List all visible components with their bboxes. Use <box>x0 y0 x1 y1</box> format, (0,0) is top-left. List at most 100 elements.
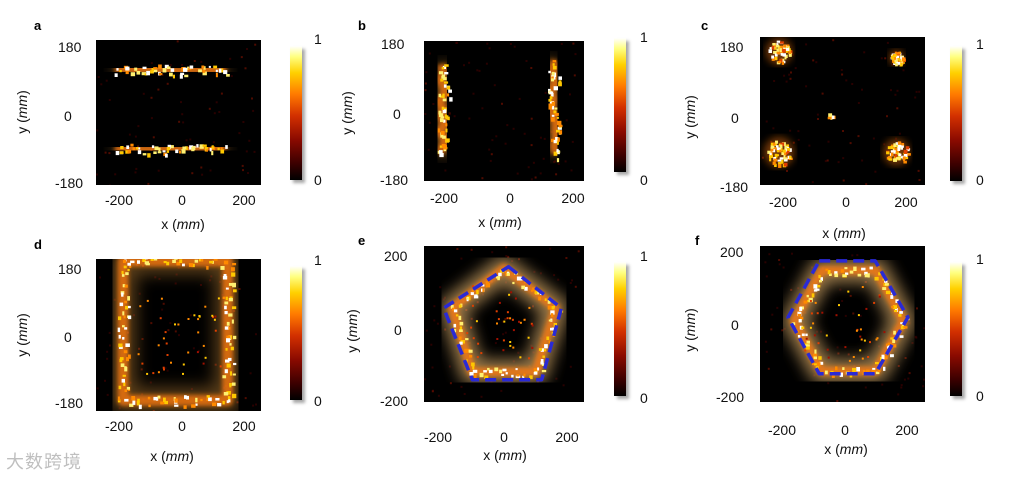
bright-ring-speckle <box>121 270 124 274</box>
bright-spot-3 <box>786 147 791 151</box>
bright-ring-speckle <box>824 370 828 375</box>
bright-ring-speckle <box>123 315 126 319</box>
noise-pixel <box>816 330 819 333</box>
bright-band-2-speckle <box>557 137 560 142</box>
bright-band-2-speckle <box>558 76 562 80</box>
bright-band-2-speckle <box>551 101 555 106</box>
noise-pixel <box>488 47 491 50</box>
bright-band-2-speckle <box>554 107 558 110</box>
bright-ring-speckle <box>176 261 181 266</box>
noise-pixel <box>189 314 192 317</box>
colorbar-max-f: 1 <box>976 251 984 267</box>
bright-ring-speckle <box>119 357 124 361</box>
bright-spot-3 <box>773 147 777 150</box>
bright-ring-speckle <box>228 313 233 317</box>
x-axis-label-e: x (mm) <box>483 447 527 463</box>
bright-ring-speckle <box>228 283 234 286</box>
bright-ring-speckle <box>522 375 525 378</box>
noise-pixel <box>433 305 436 308</box>
noise-pixel <box>428 52 431 55</box>
noise-pixel <box>149 381 152 384</box>
interior-speckle <box>812 322 815 325</box>
bright-ring-speckle <box>148 404 151 408</box>
bright-spot-2 <box>894 59 898 64</box>
interior-speckle <box>852 356 855 358</box>
bright-ring-speckle <box>123 382 126 387</box>
bright-ring-speckle <box>835 366 838 371</box>
interior-speckle <box>863 339 866 342</box>
x-tick-a: -200 <box>104 192 134 208</box>
bright-ring-speckle <box>844 267 848 270</box>
noise-pixel <box>488 148 491 151</box>
noise-pixel <box>827 140 830 143</box>
interior-speckle <box>164 331 167 334</box>
bright-spot-1 <box>777 60 781 64</box>
bright-ring-speckle <box>459 326 462 331</box>
noise-pixel <box>142 92 145 95</box>
noise-pixel <box>841 300 844 302</box>
noise-pixel <box>486 42 489 45</box>
bright-spot-1 <box>784 57 787 60</box>
bright-band-2-speckle <box>220 147 223 150</box>
interior-speckle <box>146 299 149 302</box>
y-tick-d: 180 <box>58 261 82 277</box>
bright-ring-speckle <box>900 325 906 329</box>
noise-pixel <box>916 307 918 310</box>
bright-ring-speckle <box>472 365 475 370</box>
noise-pixel <box>252 109 255 112</box>
bright-spot-1 <box>779 48 782 53</box>
noise-pixel <box>162 302 165 305</box>
bright-ring <box>447 263 561 377</box>
bright-ring-speckle <box>194 259 199 263</box>
interior-speckle <box>503 320 506 323</box>
bright-ring-speckle <box>801 333 805 337</box>
y-tick-d: 0 <box>64 329 72 345</box>
noise-pixel <box>255 333 257 336</box>
bright-band-1-speckle <box>134 67 138 71</box>
bright-ring-speckle <box>466 297 469 300</box>
bright-ring-speckle <box>834 271 838 275</box>
bright-band-1-speckle <box>158 72 163 76</box>
bright-ring-speckle <box>867 273 870 278</box>
noise-pixel <box>174 330 177 333</box>
bright-spot-2 <box>892 59 895 63</box>
bright-band-1-speckle <box>445 128 448 133</box>
bright-spot-3 <box>779 149 782 153</box>
bright-ring-speckle <box>164 400 168 405</box>
bright-spot-4 <box>905 156 909 160</box>
bright-ring-speckle <box>487 367 490 371</box>
interior-speckle <box>519 321 522 324</box>
bright-band-2-speckle <box>196 144 199 148</box>
noise-pixel <box>244 67 247 70</box>
noise-pixel <box>200 166 203 169</box>
noise-pixel <box>493 84 496 87</box>
bright-band-2-speckle <box>136 147 139 150</box>
bright-ring-speckle <box>471 362 475 367</box>
interior-speckle <box>137 353 140 356</box>
bright-ring-speckle <box>124 300 127 304</box>
interior-speckle <box>857 314 860 317</box>
x-tick-c: 0 <box>842 194 850 210</box>
noise-pixel <box>174 282 177 285</box>
y-axis-var: y ( <box>14 118 30 134</box>
noise-pixel <box>512 127 515 130</box>
bright-ring-speckle <box>506 272 510 276</box>
bright-ring-speckle <box>191 404 196 408</box>
noise-pixel <box>842 130 844 132</box>
colorbar-max-b: 1 <box>640 29 648 45</box>
bright-ring-speckle <box>208 397 212 402</box>
bright-ring-speckle <box>803 300 808 304</box>
bright-band-1-speckle <box>442 135 446 139</box>
bright-ring-speckle <box>231 272 236 277</box>
bright-ring-speckle <box>811 293 815 298</box>
bright-spot-4 <box>897 147 901 151</box>
bright-ring-speckle <box>511 374 514 378</box>
noise-pixel <box>104 379 106 382</box>
colorbar-d <box>290 266 302 400</box>
bright-spot-3 <box>776 150 780 153</box>
noise-pixel <box>569 93 571 96</box>
noise-pixel <box>96 387 99 390</box>
interior-speckle <box>157 371 160 374</box>
bright-band-1-speckle <box>180 72 185 75</box>
bright-ring-speckle <box>138 404 142 410</box>
